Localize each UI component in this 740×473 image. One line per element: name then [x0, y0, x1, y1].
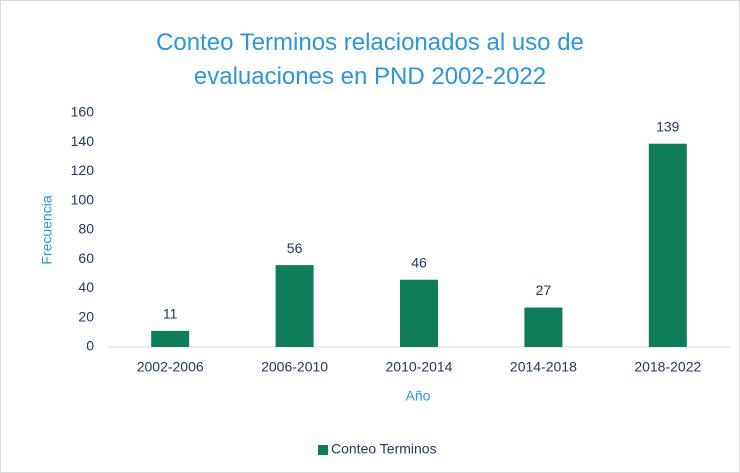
- x-tick-label: 2010-2014: [386, 359, 453, 375]
- x-tick-label: 2018-2022: [634, 359, 701, 375]
- x-axis-label: Año: [406, 388, 431, 404]
- x-tick-label: 2014-2018: [510, 359, 577, 375]
- data-label: 27: [536, 282, 552, 298]
- y-tick-label: 60: [78, 250, 94, 266]
- bar: [648, 143, 687, 347]
- legend-swatch: [318, 445, 328, 455]
- x-tick-label: 2006-2010: [261, 359, 328, 375]
- bar: [151, 330, 190, 347]
- y-tick-label: 40: [78, 279, 94, 295]
- data-label: 139: [656, 118, 680, 134]
- y-tick-label: 20: [78, 308, 94, 324]
- data-label: 56: [287, 240, 303, 256]
- bar: [524, 307, 563, 347]
- data-label: 11: [163, 306, 178, 322]
- bar: [400, 279, 438, 347]
- bar: [275, 265, 314, 347]
- y-axis-label: Frecuencia: [39, 195, 55, 264]
- x-tick-label: 2002-2006: [137, 359, 204, 375]
- y-tick-label: 160: [71, 104, 95, 120]
- legend-label: Conteo Terminos: [331, 441, 437, 457]
- chart-title: Conteo Terminos relacionados al uso de e…: [156, 29, 584, 90]
- y-tick-label: 80: [78, 221, 94, 237]
- data-label: 46: [411, 254, 427, 270]
- y-tick-label: 0: [86, 338, 94, 354]
- y-tick-label: 120: [71, 162, 95, 178]
- y-tick-label: 140: [71, 133, 95, 149]
- y-tick-label: 100: [71, 191, 95, 207]
